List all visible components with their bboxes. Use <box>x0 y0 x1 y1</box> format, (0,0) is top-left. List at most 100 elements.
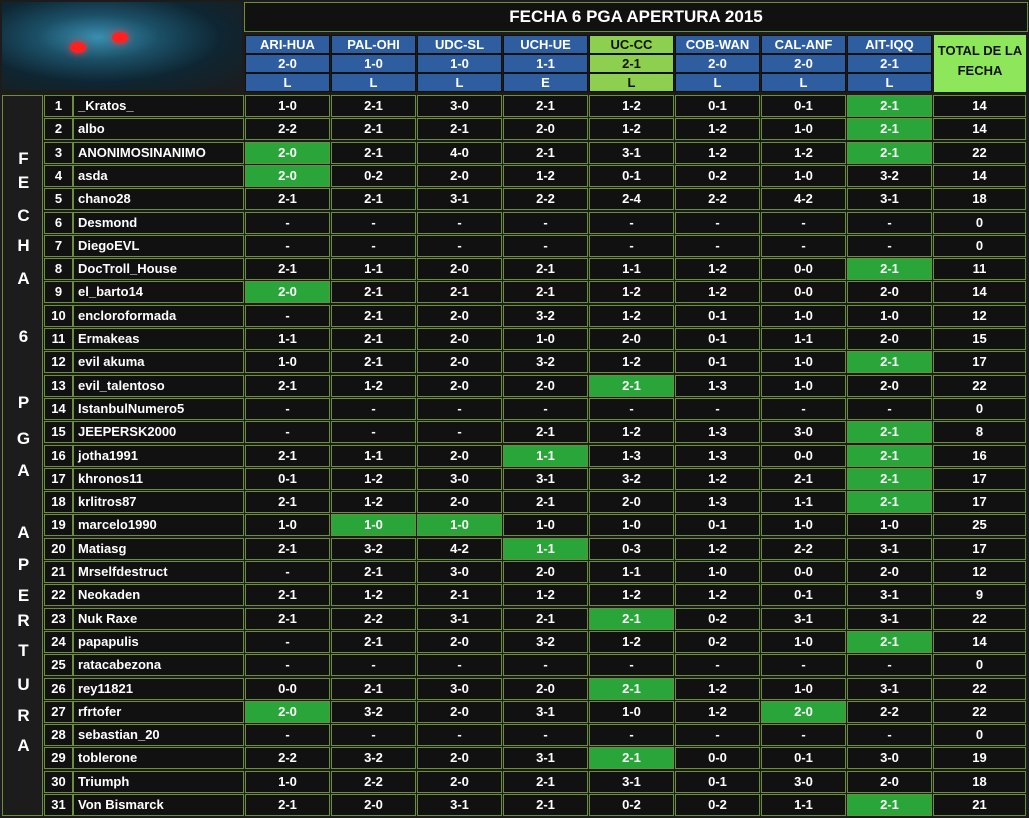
pick-cell: 1-0 <box>761 165 846 187</box>
sidebar-letter: R <box>17 706 30 725</box>
pick-cell: 2-1 <box>331 631 416 653</box>
pick-cell: 0-1 <box>675 328 760 350</box>
pick-cell: 2-0 <box>417 165 502 187</box>
pick-cell: - <box>761 235 846 257</box>
row-total: 0 <box>933 398 1026 420</box>
pick-cell: - <box>589 654 674 676</box>
pick-cell: 2-1 <box>503 142 588 164</box>
pick-cell: 2-1 <box>331 328 416 350</box>
pick-cell: 1-2 <box>675 678 760 700</box>
pick-cell: 2-2 <box>331 771 416 793</box>
row-number: 24 <box>44 631 73 653</box>
participant-name: toblerone <box>73 747 244 769</box>
pick-cell: 2-1 <box>331 142 416 164</box>
participant-name: Ermakeas <box>73 328 244 350</box>
pick-cell: - <box>331 212 416 234</box>
match-score-header: 1-1 <box>503 54 588 73</box>
row-total: 15 <box>933 328 1026 350</box>
pick-cell: 3-0 <box>417 678 502 700</box>
pick-cell: 1-0 <box>761 375 846 397</box>
pick-cell: 2-2 <box>675 188 760 210</box>
pick-cell: - <box>589 212 674 234</box>
pick-cell: 2-0 <box>331 794 416 816</box>
pick-cell: 2-4 <box>589 188 674 210</box>
row-number: 28 <box>44 724 73 746</box>
pick-cell: 1-1 <box>761 491 846 513</box>
pick-cell: 3-2 <box>589 468 674 490</box>
pick-cell: 1-2 <box>675 258 760 280</box>
pick-cell: 1-0 <box>847 305 932 327</box>
pick-cell: 2-1 <box>245 375 330 397</box>
pick-cell: 4-0 <box>417 142 502 164</box>
pick-cell: 3-2 <box>331 701 416 723</box>
pick-cell: 1-2 <box>589 305 674 327</box>
pick-cell: - <box>245 421 330 443</box>
row-total: 0 <box>933 212 1026 234</box>
pick-cell: 1-0 <box>503 328 588 350</box>
pick-cell: 1-2 <box>331 375 416 397</box>
sidebar-letter: A <box>17 523 30 542</box>
match-score-header: 1-0 <box>331 54 416 73</box>
pick-cell: - <box>847 212 932 234</box>
pick-cell: 3-1 <box>503 747 588 769</box>
pick-cell: 2-0 <box>847 328 932 350</box>
pick-cell: 1-2 <box>675 281 760 303</box>
pick-cell: 0-2 <box>675 794 760 816</box>
pick-cell: 0-2 <box>331 165 416 187</box>
row-total: 22 <box>933 608 1026 630</box>
pick-cell: 0-2 <box>589 794 674 816</box>
pick-cell: 0-1 <box>675 305 760 327</box>
participant-name: evil akuma <box>73 351 244 373</box>
participant-name: jotha1991 <box>73 445 244 467</box>
pick-cell: 3-2 <box>503 351 588 373</box>
row-total: 0 <box>933 654 1026 676</box>
participant-name: asda <box>73 165 244 187</box>
pick-cell: 2-0 <box>417 328 502 350</box>
row-number: 27 <box>44 701 73 723</box>
pick-cell: 2-1 <box>847 142 932 164</box>
pick-cell: 2-1 <box>589 375 674 397</box>
row-total: 12 <box>933 305 1026 327</box>
pick-cell: 0-1 <box>761 95 846 117</box>
pick-cell: 2-1 <box>331 561 416 583</box>
match-score-header: 2-0 <box>761 54 846 73</box>
pick-cell: - <box>503 235 588 257</box>
pick-cell: 2-0 <box>245 142 330 164</box>
pick-cell: 3-2 <box>331 747 416 769</box>
row-number: 20 <box>44 538 73 560</box>
row-number: 16 <box>44 445 73 467</box>
sidebar-letter: F <box>18 149 29 168</box>
participant-name: Mrselfdestruct <box>73 561 244 583</box>
pick-cell: 1-2 <box>675 468 760 490</box>
pick-cell: - <box>245 561 330 583</box>
pick-cell: - <box>331 724 416 746</box>
pick-cell: 2-1 <box>331 351 416 373</box>
pick-cell: - <box>331 421 416 443</box>
pick-cell: 1-0 <box>245 95 330 117</box>
participant-name: IstanbulNumero5 <box>73 398 244 420</box>
pick-cell: 2-1 <box>331 188 416 210</box>
pick-cell: 1-1 <box>331 445 416 467</box>
participant-name: rfrtofer <box>73 701 244 723</box>
pick-cell: 2-0 <box>245 281 330 303</box>
row-total: 14 <box>933 95 1026 117</box>
participant-name: krlitros87 <box>73 491 244 513</box>
sidebar-letter: R <box>17 611 30 630</box>
participant-name: DiegoEVL <box>73 235 244 257</box>
pick-cell: 2-1 <box>245 188 330 210</box>
pick-cell: 3-0 <box>847 747 932 769</box>
pick-cell: - <box>847 235 932 257</box>
pick-cell: 2-1 <box>417 584 502 606</box>
pick-cell: 2-0 <box>417 491 502 513</box>
row-number: 17 <box>44 468 73 490</box>
participant-name: marcelo1990 <box>73 514 244 536</box>
row-number: 9 <box>44 281 73 303</box>
pick-cell: 0-0 <box>761 258 846 280</box>
pick-cell: 2-1 <box>245 445 330 467</box>
pick-cell: 2-1 <box>847 421 932 443</box>
pick-cell: 2-1 <box>503 771 588 793</box>
pick-cell: - <box>589 235 674 257</box>
pick-cell: 3-0 <box>761 771 846 793</box>
pick-cell: 2-0 <box>245 701 330 723</box>
